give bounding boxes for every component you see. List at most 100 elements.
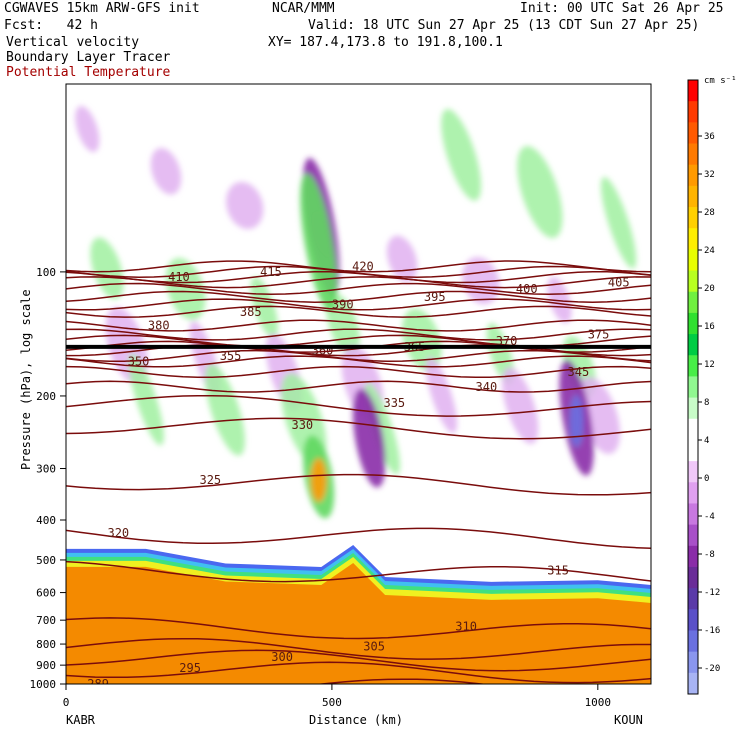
colorbar-label: -8 [704, 550, 715, 560]
theta-label-415: 415 [260, 265, 282, 279]
theta-label-335: 335 [383, 396, 405, 410]
theta-label-375: 375 [588, 328, 610, 342]
colorbar-cell [688, 143, 698, 166]
theta-label-400: 400 [516, 282, 538, 296]
theta-label-420: 420 [352, 259, 374, 273]
colorbar-label: 28 [704, 208, 715, 218]
colorbar-cell [688, 249, 698, 272]
downdraft-mid [352, 388, 386, 488]
colorbar-cell [688, 80, 698, 102]
w-blob [517, 146, 563, 239]
y-axis-label: Pressure (hPa), log scale [19, 289, 33, 470]
w-blob [75, 105, 100, 153]
colorbar-cell [688, 461, 698, 483]
theta-label-395: 395 [424, 290, 446, 304]
theta-405 [66, 276, 651, 289]
colorbar-cell [688, 101, 698, 123]
theta-345 [66, 365, 651, 379]
colorbar-cell [688, 355, 698, 377]
y-tick-label: 500 [36, 554, 56, 567]
colorbar-cell [688, 312, 698, 335]
vertical-velocity-field [75, 105, 637, 519]
model-title: CGWAVES 15km ARW-GFS init [4, 1, 200, 16]
x-endpoint-left: KABR [66, 713, 96, 727]
colorbar-label: 16 [704, 322, 715, 332]
theta-420 [66, 260, 651, 273]
theta-label-385: 385 [240, 305, 262, 319]
theta-400 [66, 282, 651, 295]
theta-335 [66, 394, 651, 417]
w-blob [150, 148, 182, 195]
y-tick-label: 800 [36, 638, 56, 651]
forecast-hour: Fcst: 42 h [4, 18, 98, 33]
w-blob [402, 308, 442, 371]
theta-315 [66, 560, 651, 583]
colorbar-cell [688, 185, 698, 208]
colorbar: 36 32 28 24 20 16 12 8 4 0 -4 -8 -12 -16 -20 [687, 79, 720, 695]
w-blob [90, 237, 124, 300]
theta-label-410: 410 [168, 270, 190, 284]
theta-label-320: 320 [107, 526, 129, 540]
colorbar-cell [688, 672, 698, 695]
theta-label-405: 405 [608, 275, 630, 289]
x-tick-label: 1000 [585, 696, 612, 709]
colorbar-cell [688, 418, 698, 441]
downdraft-peak [569, 394, 584, 447]
colorbar-label: 8 [704, 398, 709, 408]
w-blob [226, 181, 264, 229]
w-blob [441, 109, 482, 201]
y-tick-label: 900 [36, 659, 56, 672]
y-tick-label: 600 [36, 587, 56, 600]
theta-label-300: 300 [271, 650, 293, 664]
theta-contours: 289 295 300 305 310 315 320 325 330 335 340 345 350 3… [66, 259, 651, 684]
y-tick-label: 300 [36, 463, 56, 476]
colorbar-unit: cm s⁻¹ [704, 76, 737, 86]
theta-label-355: 355 [220, 349, 242, 363]
theta-390 [66, 298, 651, 311]
w-blob [205, 363, 245, 456]
plot-border [65, 83, 652, 685]
theta-385 [66, 305, 651, 318]
colorbar-cell [688, 228, 698, 250]
theta-label-310: 310 [455, 619, 477, 633]
theta-label-315: 315 [547, 563, 569, 577]
valid-time: Valid: 18 UTC Sun 27 Apr 25 (13 CDT Sun … [308, 18, 700, 33]
colorbar-cell [688, 376, 698, 399]
colorbar-cell [688, 334, 698, 356]
colorbar-label: 20 [704, 284, 715, 294]
colorbar-cell [688, 482, 698, 504]
theta-310 [66, 617, 651, 640]
w-blob [128, 353, 164, 446]
colorbar-cell [688, 566, 698, 589]
cross-section-endpoints: XY= 187.4,173.8 to 191.8,100.1 [268, 35, 503, 50]
plot-frame [65, 83, 652, 685]
theta-340 [66, 380, 651, 393]
colorbar-cell [688, 630, 698, 653]
colorbar-label: 4 [704, 436, 709, 446]
colorbar-label: 32 [704, 170, 715, 180]
theta-label-390: 390 [332, 298, 354, 312]
updraft-peak [310, 458, 327, 503]
colorbar-label: -12 [704, 588, 720, 598]
x-tick-label: 500 [322, 696, 342, 709]
init-time: Init: 00 UTC Sat 26 Apr 25 [520, 1, 724, 16]
y-tick-label: 200 [36, 390, 56, 403]
x-endpoint-right: KOUN [614, 713, 643, 727]
theta-289 [66, 678, 488, 684]
y-tick-label: 400 [36, 514, 56, 527]
axes: 100 200 300 400 500 600 700 800 900 1000 0 500 1000 [30, 266, 612, 709]
colorbar-cell [688, 270, 698, 293]
colorbar-label: 36 [704, 132, 715, 142]
field-potential-temperature: Potential Temperature [6, 65, 171, 80]
theta-label-330: 330 [291, 418, 313, 432]
theta-415 [66, 265, 651, 278]
colorbar-label: -20 [704, 664, 720, 674]
theta-325 [66, 473, 651, 496]
colorbar-cell [688, 291, 698, 314]
x-tick-label: 0 [63, 696, 70, 709]
w-blob [502, 367, 539, 444]
theta-label-325: 325 [199, 473, 221, 487]
colorbar-cell [688, 397, 698, 420]
colorbar-cell [688, 439, 698, 462]
colorbar-label: -4 [704, 512, 715, 522]
